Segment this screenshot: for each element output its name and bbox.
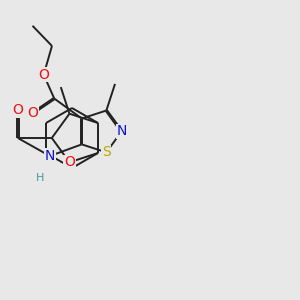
Text: S: S bbox=[102, 146, 111, 159]
Text: O: O bbox=[64, 155, 75, 169]
Text: O: O bbox=[27, 106, 38, 120]
Text: H: H bbox=[36, 173, 44, 183]
Text: O: O bbox=[38, 68, 49, 82]
Text: N: N bbox=[45, 149, 55, 163]
Text: N: N bbox=[116, 124, 127, 138]
Text: O: O bbox=[12, 103, 23, 117]
